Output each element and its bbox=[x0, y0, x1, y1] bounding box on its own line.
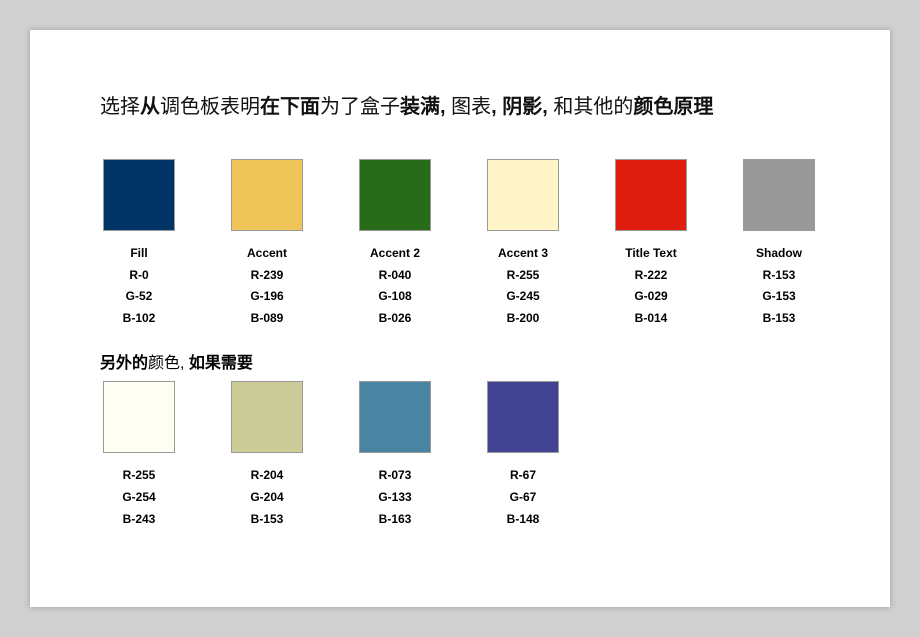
title-segment: 选择 bbox=[100, 96, 140, 118]
swatch-r: R-204 bbox=[251, 465, 284, 487]
color-swatch bbox=[487, 381, 559, 453]
page-title: 选择从调色板表明在下面为了盒子装满, 图表, 阴影, 和其他的颜色原理 bbox=[100, 90, 820, 119]
swatch-block: R-204G-204B-153 bbox=[228, 381, 306, 530]
color-swatch bbox=[231, 381, 303, 453]
swatch-block: R-67G-67B-148 bbox=[484, 381, 562, 530]
title-segment: 从 bbox=[140, 96, 160, 118]
swatch-label: Fill bbox=[130, 243, 147, 265]
swatch-g: G-245 bbox=[506, 286, 539, 308]
swatch-r: R-222 bbox=[635, 265, 668, 287]
swatch-r: R-255 bbox=[507, 265, 540, 287]
title-segment: 在下面 bbox=[260, 96, 320, 118]
swatch-b: B-163 bbox=[379, 509, 412, 531]
title-segment: 颜色原理 bbox=[633, 96, 713, 118]
swatch-block: R-073G-133B-163 bbox=[356, 381, 434, 530]
swatch-block: AccentR-239G-196B-089 bbox=[228, 159, 306, 329]
title-segment: 和其他的 bbox=[553, 96, 633, 118]
swatch-r: R-0 bbox=[129, 265, 148, 287]
title-segment: 调色板表明 bbox=[160, 96, 260, 118]
swatch-g: G-67 bbox=[510, 487, 537, 509]
extra-colors-heading: 另外的颜色, 如果需要 bbox=[100, 349, 820, 373]
subhead-bold-2: 如果需要 bbox=[189, 355, 253, 372]
color-swatch bbox=[103, 381, 175, 453]
swatch-g: G-029 bbox=[634, 286, 667, 308]
page: 选择从调色板表明在下面为了盒子装满, 图表, 阴影, 和其他的颜色原理 Fill… bbox=[30, 30, 890, 607]
swatch-block: Accent 3R-255G-245B-200 bbox=[484, 159, 562, 329]
swatch-g: G-108 bbox=[378, 286, 411, 308]
swatch-r: R-67 bbox=[510, 465, 536, 487]
swatch-b: B-014 bbox=[635, 308, 668, 330]
swatch-label: Title Text bbox=[625, 243, 677, 265]
primary-palette-row: FillR-0G-52B-102AccentR-239G-196B-089Acc… bbox=[100, 159, 820, 329]
swatch-label: Accent 3 bbox=[498, 243, 548, 265]
swatch-b: B-243 bbox=[123, 509, 156, 531]
color-swatch bbox=[103, 159, 175, 231]
color-swatch bbox=[231, 159, 303, 231]
swatch-block: FillR-0G-52B-102 bbox=[100, 159, 178, 329]
subhead-bold-1: 另外的 bbox=[100, 355, 148, 372]
swatch-b: B-102 bbox=[123, 308, 156, 330]
swatch-g: G-254 bbox=[122, 487, 155, 509]
title-segment: , 阴影, bbox=[491, 96, 553, 118]
swatch-g: G-52 bbox=[126, 286, 153, 308]
subhead-light: 颜色, bbox=[148, 355, 189, 372]
color-swatch bbox=[615, 159, 687, 231]
swatch-b: B-148 bbox=[507, 509, 540, 531]
title-segment: 图表 bbox=[451, 96, 491, 118]
swatch-block: Title TextR-222G-029B-014 bbox=[612, 159, 690, 329]
title-segment: 装满, bbox=[400, 96, 451, 118]
color-swatch bbox=[359, 159, 431, 231]
swatch-b: B-153 bbox=[763, 308, 796, 330]
swatch-b: B-153 bbox=[251, 509, 284, 531]
swatch-b: B-089 bbox=[251, 308, 284, 330]
swatch-g: G-153 bbox=[762, 286, 795, 308]
swatch-label: Shadow bbox=[756, 243, 802, 265]
extra-palette-row: R-255G-254B-243 R-204G-204B-153 R-073G-133… bbox=[100, 381, 820, 530]
swatch-g: G-196 bbox=[250, 286, 283, 308]
color-swatch bbox=[359, 381, 431, 453]
color-swatch bbox=[743, 159, 815, 231]
swatch-block: ShadowR-153G-153B-153 bbox=[740, 159, 818, 329]
swatch-label: Accent 2 bbox=[370, 243, 420, 265]
swatch-r: R-153 bbox=[763, 265, 796, 287]
swatch-r: R-073 bbox=[379, 465, 412, 487]
swatch-r: R-239 bbox=[251, 265, 284, 287]
title-segment: 为了盒子 bbox=[320, 96, 400, 118]
swatch-b: B-200 bbox=[507, 308, 540, 330]
swatch-block: R-255G-254B-243 bbox=[100, 381, 178, 530]
swatch-r: R-255 bbox=[123, 465, 156, 487]
swatch-label: Accent bbox=[247, 243, 287, 265]
swatch-block: Accent 2R-040G-108B-026 bbox=[356, 159, 434, 329]
color-swatch bbox=[487, 159, 559, 231]
swatch-g: G-133 bbox=[378, 487, 411, 509]
swatch-b: B-026 bbox=[379, 308, 412, 330]
swatch-g: G-204 bbox=[250, 487, 283, 509]
swatch-r: R-040 bbox=[379, 265, 412, 287]
